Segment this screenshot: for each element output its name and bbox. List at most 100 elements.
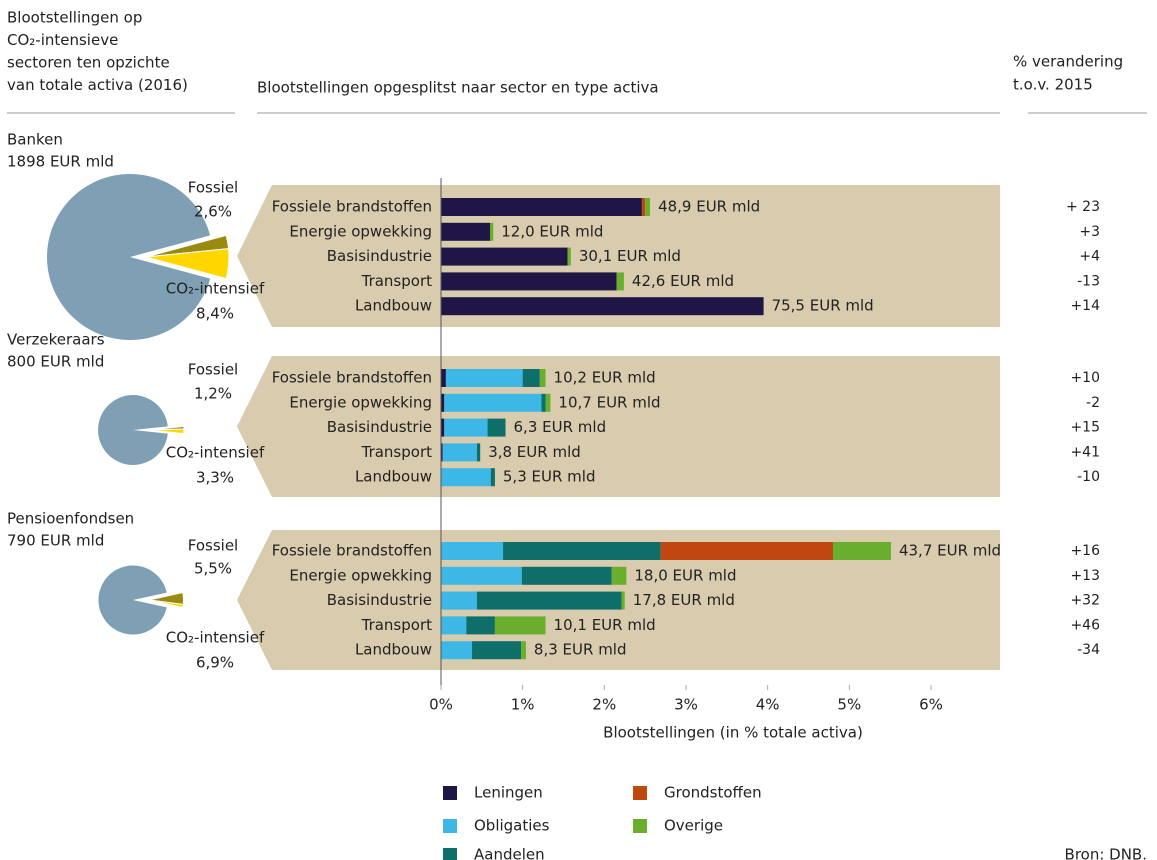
amount-label: 8,3 EUR mld — [534, 641, 627, 659]
bar-segment — [441, 418, 445, 437]
change-label: -13 — [1077, 273, 1100, 289]
bar-segment — [539, 369, 546, 387]
legend-label: Leningen — [474, 784, 543, 802]
bar-segment — [441, 542, 504, 560]
legend-swatch — [633, 786, 647, 800]
group-name: Pensioenfondsen — [7, 510, 134, 528]
bar-segment — [641, 198, 646, 216]
pie-value: 5,5% — [194, 560, 232, 578]
pie-label: CO₂-intensief — [166, 629, 265, 647]
category-label: Energie opwekking — [289, 566, 432, 584]
change-label: +14 — [1070, 298, 1100, 314]
bar-segment — [441, 591, 477, 610]
legend-label: Overige — [664, 817, 723, 835]
bar-segment — [441, 198, 642, 216]
pie-value: 6,9% — [196, 654, 234, 672]
right-header: % verandering — [1013, 53, 1123, 71]
category-label: Basisindustrie — [327, 591, 432, 609]
legend-swatch — [443, 786, 457, 800]
pie-co2 — [145, 248, 230, 280]
group-total: 1898 EUR mld — [7, 153, 114, 171]
pie-value: 3,3% — [196, 469, 234, 487]
category-label: Transport — [361, 443, 433, 461]
pie-value: 2,6% — [194, 203, 232, 221]
x-tick-label: 2% — [592, 696, 616, 714]
category-label: Landbouw — [355, 468, 432, 486]
bar-segment — [444, 418, 488, 437]
x-tick-label: 5% — [837, 696, 861, 714]
change-label: +16 — [1070, 543, 1100, 559]
change-label: +32 — [1070, 593, 1100, 609]
pie-value: 8,4% — [196, 305, 234, 323]
legend-swatch — [443, 848, 457, 860]
panel — [237, 185, 1000, 327]
bar-segment — [441, 369, 446, 387]
pie-label: CO₂-intensief — [166, 280, 265, 298]
source: Bron: DNB. — [1065, 846, 1147, 860]
bar-segment — [466, 616, 495, 635]
pie-co2 — [148, 599, 184, 609]
change-label: -34 — [1077, 642, 1100, 658]
bar-segment — [611, 566, 627, 585]
bar-segment — [494, 616, 546, 635]
pie-label: Fossiel — [188, 537, 238, 555]
x-axis-label: Blootstellingen (in % totale activa) — [603, 724, 863, 742]
bar-segment — [490, 222, 494, 241]
category-label: Transport — [361, 616, 433, 634]
pie-co2 — [148, 428, 185, 435]
amount-label: 10,7 EUR mld — [558, 393, 660, 411]
left-header: Blootstellingen op — [7, 9, 142, 27]
x-tick-label: 1% — [511, 696, 535, 714]
bar-segment — [833, 542, 891, 560]
bar-segment — [541, 393, 546, 412]
right-header: t.o.v. 2015 — [1013, 76, 1093, 94]
bar-segment — [441, 297, 764, 316]
amount-label: 42,6 EUR mld — [632, 272, 734, 290]
legend-label: Grondstoffen — [664, 784, 762, 802]
bar-segment — [441, 247, 568, 266]
bar-segment — [441, 272, 617, 291]
bar-segment — [645, 198, 651, 216]
pie-rest — [98, 565, 167, 635]
bar-segment — [445, 369, 523, 387]
bar-segment — [472, 641, 522, 660]
bar-segment — [490, 468, 495, 487]
bar-segment — [442, 443, 477, 462]
category-label: Fossiele brandstoffen — [272, 198, 432, 216]
bar-segment — [503, 542, 661, 560]
amount-label: 75,5 EUR mld — [772, 297, 874, 315]
change-label: +15 — [1070, 420, 1100, 436]
amount-label: 10,2 EUR mld — [554, 369, 656, 387]
bar-segment — [567, 247, 571, 266]
change-label: -2 — [1086, 395, 1100, 411]
bar-segment — [444, 393, 542, 412]
legend-label: Aandelen — [474, 846, 545, 860]
left-header: van totale activa (2016) — [7, 76, 188, 94]
bar-segment — [441, 443, 443, 462]
group-total: 800 EUR mld — [7, 353, 104, 371]
bar-segment — [621, 591, 625, 610]
x-tick-label: 6% — [919, 696, 943, 714]
pie-label: CO₂-intensief — [166, 444, 265, 462]
bar-segment — [441, 616, 467, 635]
amount-label: 6,3 EUR mld — [514, 418, 607, 436]
bar-segment — [521, 566, 612, 585]
change-label: + 23 — [1066, 199, 1100, 215]
change-label: -10 — [1077, 469, 1100, 485]
amount-label: 10,1 EUR mld — [554, 616, 656, 634]
bar-segment — [476, 591, 622, 610]
group-total: 790 EUR mld — [7, 532, 104, 550]
bar-segment — [441, 566, 522, 585]
legend-swatch — [443, 819, 457, 833]
category-label: Landbouw — [355, 297, 432, 315]
category-label: Transport — [361, 272, 433, 290]
bar-segment — [441, 468, 491, 487]
bar-segment — [476, 443, 481, 462]
category-label: Energie opwekking — [289, 222, 432, 240]
amount-label: 18,0 EUR mld — [634, 566, 736, 584]
pie-rest — [47, 173, 211, 340]
change-label: +10 — [1070, 370, 1100, 386]
category-label: Fossiele brandstoffen — [272, 542, 432, 560]
bar-segment — [660, 542, 833, 560]
